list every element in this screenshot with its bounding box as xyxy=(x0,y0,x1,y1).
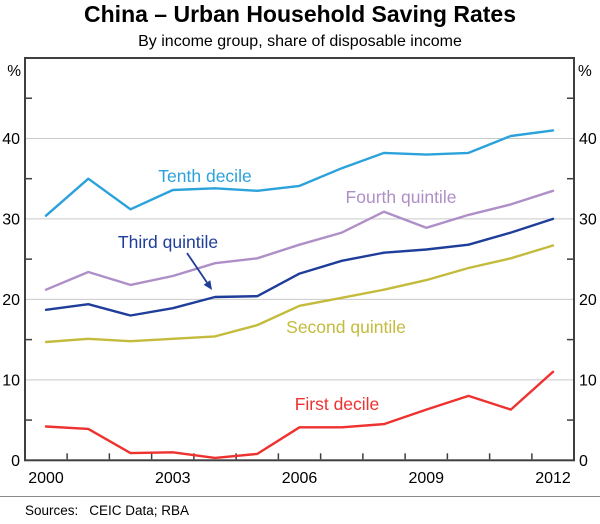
series-line-third-quintile xyxy=(44,217,555,317)
series-line-second-quintile xyxy=(44,244,555,344)
series-label-tenth-decile: Tenth decile xyxy=(158,166,251,186)
y-axis-label-right: 0 xyxy=(579,453,588,470)
chart-title: China – Urban Household Saving Rates xyxy=(84,1,516,27)
footer-rule xyxy=(0,496,600,497)
x-axis-label: 2006 xyxy=(282,470,318,487)
y-axis-label-right: 30 xyxy=(579,211,597,228)
y-axis-label-left: 20 xyxy=(2,292,20,309)
y-axis-label-right: 40 xyxy=(579,131,597,148)
sources-line: Sources: CEIC Data; RBA xyxy=(25,503,189,518)
y-unit-right: % xyxy=(578,63,592,80)
y-axis-label-left: 0 xyxy=(11,453,20,470)
series-label-third-quintile: Third quintile xyxy=(118,232,218,252)
x-axis-label: 2012 xyxy=(535,470,571,487)
series-label-fourth-quintile: Fourth quintile xyxy=(346,187,457,207)
series-line-fourth-quintile xyxy=(44,189,555,291)
sources-value: CEIC Data; RBA xyxy=(89,503,190,518)
y-axis-label-left: 40 xyxy=(2,131,20,148)
series-label-second-quintile: Second quintile xyxy=(286,317,406,337)
annotation-arrow-head xyxy=(203,280,212,290)
series-line-first-decile xyxy=(44,370,555,460)
plot-border xyxy=(24,57,575,462)
series-line-tenth-decile xyxy=(44,129,555,217)
y-unit-left: % xyxy=(7,63,21,80)
series-label-first-decile: First decile xyxy=(295,394,380,414)
x-axis-label: 2003 xyxy=(155,470,191,487)
y-axis-label-left: 30 xyxy=(2,211,20,228)
x-axis-label: 2000 xyxy=(28,470,64,487)
y-axis-label-left: 10 xyxy=(2,372,20,389)
y-axis-label-right: 10 xyxy=(579,372,597,389)
x-axis-label: 2009 xyxy=(408,470,444,487)
y-axis-label-right: 20 xyxy=(579,292,597,309)
chart-subtitle: By income group, share of disposable inc… xyxy=(138,33,462,50)
annotation-arrow-line xyxy=(186,252,208,284)
sources-label: Sources: xyxy=(25,503,79,518)
